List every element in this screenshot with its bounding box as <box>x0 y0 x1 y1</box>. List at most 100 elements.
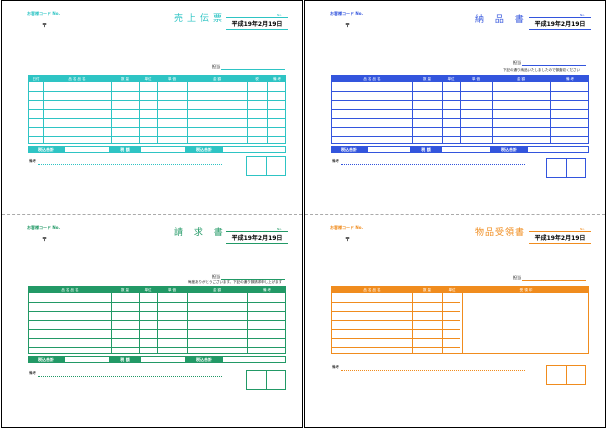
totals-row: 税込合計 税 額 税込合計 <box>28 356 286 363</box>
item-table: 品 名 品 名 数 量 単位 受 領 印 <box>331 286 589 354</box>
remarks-label: 備考 <box>332 365 339 369</box>
delivery-note-message: 下記の通り納品いたしましたので御査収ください <box>503 68 580 72</box>
total-value <box>367 146 411 153</box>
page-title: 売上伝票 <box>174 14 227 24</box>
column-header: 受 領 印 <box>519 288 533 292</box>
stamp-box <box>546 365 586 385</box>
table-row-line <box>332 118 588 119</box>
column-header: 単 価 <box>471 77 481 81</box>
tax-label: 税 額 <box>110 356 140 363</box>
postal-mark: 〒 <box>345 23 351 29</box>
table-row-line <box>332 338 460 339</box>
page-title: 納 品 書 <box>475 15 528 25</box>
attention-label: 担当 <box>513 60 521 65</box>
column-header: 品 名 品 名 <box>68 77 86 81</box>
tax-value <box>441 146 491 153</box>
column-header: 金 額 <box>516 77 526 81</box>
date-field: 平成19年2月19日 <box>529 17 591 30</box>
column-header: 単 価 <box>167 288 177 292</box>
column-header: 数 量 <box>120 77 130 81</box>
column-header: 金 額 <box>212 77 222 81</box>
table-row-line <box>332 136 588 137</box>
table-row-line <box>29 91 285 92</box>
attention-line <box>221 279 285 280</box>
column-header: 単位 <box>144 77 152 81</box>
table-row-line <box>29 311 285 312</box>
cut-line <box>305 214 605 215</box>
table-row-line <box>29 100 285 101</box>
date-no-label: No. <box>580 227 585 231</box>
sheet-left: お客様コード No. 〒 売上伝票 No. 平成19年2月19日 担当 日付 品… <box>1 0 303 428</box>
column-header: 税 <box>255 77 259 81</box>
column-header: 備 考 <box>262 288 272 292</box>
column-header: 品 名 品 名 <box>61 288 79 292</box>
column-divider <box>462 287 463 353</box>
total-label: 税込合計 <box>28 356 64 363</box>
table-row-line <box>29 329 285 330</box>
stamp-box <box>246 156 286 176</box>
column-header: 品 名 品 名 <box>363 288 381 292</box>
totals-row: 税込合計 税 額 税込合計 <box>28 146 286 153</box>
table-row-line <box>29 338 285 339</box>
grand-total-value <box>527 146 589 153</box>
attention-label: 担当 <box>212 274 220 279</box>
tax-value <box>140 146 186 153</box>
totals-row: 税込合計 税 額 税込合計 <box>331 146 589 153</box>
item-table: 品 名 品 名 数 量 単位 単 価 金 額 備 考 <box>331 75 589 144</box>
date-field: 平成19年2月19日 <box>226 17 288 30</box>
column-header: 金 額 <box>212 288 222 292</box>
grand-total-value <box>222 146 286 153</box>
column-header: 品 名 品 名 <box>363 77 381 81</box>
company-code: お客様コード No. <box>27 225 61 230</box>
attention-label: 担当 <box>212 64 220 69</box>
postal-mark: 〒 <box>42 237 48 243</box>
table-row-line <box>332 100 588 101</box>
form-sales-slip: お客様コード No. 〒 売上伝票 No. 平成19年2月19日 担当 日付 品… <box>2 1 302 214</box>
grand-total-value <box>222 356 286 363</box>
attention-line <box>522 280 586 281</box>
table-header: 品 名 品 名 数 量 単位 受 領 印 <box>332 287 588 293</box>
table-row-line <box>29 136 285 137</box>
page-title: 物品受領書 <box>475 228 526 238</box>
grand-total-label: 税込合計 <box>186 146 222 153</box>
company-code: お客様コード No. <box>27 11 61 16</box>
tax-label: 税 額 <box>411 146 441 153</box>
date-no-label: No. <box>277 13 282 17</box>
table-row-line <box>332 91 588 92</box>
column-header: 数 量 <box>422 77 432 81</box>
table-row-line <box>332 347 460 348</box>
remarks-label: 備考 <box>29 159 36 163</box>
remarks-line <box>38 376 222 377</box>
column-header: 単 価 <box>167 77 177 81</box>
column-header: 備 考 <box>565 77 575 81</box>
table-row-line <box>332 302 460 303</box>
table-row-line <box>29 109 285 110</box>
grand-total-label: 税込合計 <box>186 356 222 363</box>
tax-value <box>140 356 186 363</box>
grand-total-label: 税込合計 <box>491 146 527 153</box>
table-row-line <box>29 127 285 128</box>
attention-line <box>221 69 285 70</box>
postal-mark: 〒 <box>345 237 351 243</box>
postal-mark: 〒 <box>42 23 48 29</box>
column-header: 単位 <box>448 288 456 292</box>
table-row-line <box>29 302 285 303</box>
table-row-line <box>332 127 588 128</box>
remarks-label: 備考 <box>29 371 36 375</box>
column-header: 単位 <box>144 288 152 292</box>
cut-line <box>2 214 302 215</box>
total-value <box>64 356 110 363</box>
column-header: 単位 <box>447 77 455 81</box>
stamp-box <box>546 158 586 178</box>
table-row-line <box>332 320 460 321</box>
table-row-line <box>332 311 460 312</box>
form-receipt: お客様コード No. 〒 物品受領書 No. 平成19年2月19日 担当 品 名… <box>305 215 605 428</box>
column-header: 数 量 <box>120 288 130 292</box>
sheet-right: お客様コード No. 〒 納 品 書 No. 平成19年2月19日 担当 下記の… <box>304 0 606 428</box>
table-row-line <box>29 118 285 119</box>
table-row-line <box>29 320 285 321</box>
column-header: 備 考 <box>272 77 282 81</box>
date-field: 平成19年2月19日 <box>529 231 591 244</box>
item-table: 品 名 品 名 数 量 単位 単 価 金 額 備 考 <box>28 286 286 354</box>
remarks-line <box>341 370 525 371</box>
